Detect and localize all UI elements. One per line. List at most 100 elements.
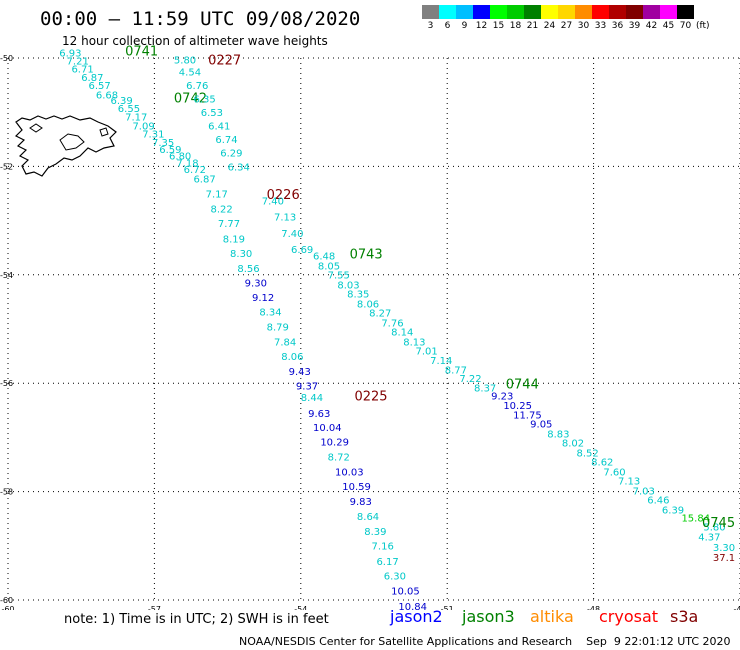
wave-height-value: 6.41 — [208, 122, 230, 133]
longitude-tick-label: -45 — [733, 605, 740, 610]
wave-height-value: 7.76 — [381, 318, 403, 329]
wave-height-value: 8.37 — [474, 383, 496, 394]
wave-height-value: 37.1 — [713, 553, 735, 564]
wave-height-value: 10.03 — [335, 467, 364, 478]
wave-height-value: 7.18 — [176, 158, 198, 169]
legend-swatch — [507, 5, 524, 19]
legend-label: 33 — [594, 21, 607, 31]
satellite-name: jason3 — [462, 607, 515, 626]
wave-height-value: 7.17 — [125, 112, 147, 123]
wave-height-value: 8.34 — [259, 307, 281, 318]
wave-height-value: 7.31 — [142, 130, 164, 141]
credit-line: NOAA/NESDIS Center for Satellite Applica… — [239, 635, 731, 648]
satellite-name: s3a — [670, 607, 699, 626]
legend-label: 36 — [611, 21, 624, 31]
legend-swatch — [439, 5, 456, 19]
wave-height-value: 6.48 — [313, 252, 335, 263]
wave-height-value: 7.21 — [67, 57, 89, 68]
legend-swatch — [660, 5, 677, 19]
wave-height-value: 8.62 — [591, 458, 613, 469]
wave-height-value: 7.60 — [603, 467, 625, 478]
wave-height-value: 9.63 — [308, 409, 330, 420]
wave-height-value: 6.76 — [186, 81, 208, 92]
pass-time-label: 0744 — [506, 378, 539, 393]
wave-height-value: 8.27 — [369, 309, 391, 320]
wave-height-value: 10.04 — [313, 423, 342, 434]
legend-label: 27 — [560, 21, 573, 31]
legend-swatch — [677, 5, 694, 19]
wave-height-value: 6.29 — [220, 149, 242, 160]
longitude-tick-label: -60 — [1, 605, 14, 610]
legend-swatch — [490, 5, 507, 19]
wave-height-value: 8.39 — [364, 527, 386, 538]
wave-height-value: 15.84 — [681, 513, 710, 524]
wave-height-value: 11.75 — [513, 410, 542, 421]
pass-time-label: 0742 — [174, 91, 207, 106]
wave-height-value: 8.05 — [318, 261, 340, 272]
legend-labels: 3 6 9 12 15 18 21 24 27 30 33 36 39 42 45 70 (ft) — [422, 19, 710, 31]
page-title: 00:00 – 11:59 UTC 09/08/2020 — [40, 8, 361, 30]
legend-label: 70 — [679, 21, 692, 31]
legend-swatch — [473, 5, 490, 19]
wave-height-value: 6.34 — [228, 163, 250, 174]
wave-height-value: 6.69 — [291, 245, 313, 256]
legend-swatch — [575, 5, 592, 19]
legend-label: 42 — [645, 21, 658, 31]
latitude-tick-label: -56 — [0, 379, 13, 388]
wave-height-value: 6.74 — [215, 135, 237, 146]
legend-swatch — [456, 5, 473, 19]
wave-height-value: 10.29 — [320, 438, 349, 449]
wave-height-value: 4.54 — [179, 67, 201, 78]
wave-height-value: 6.87 — [193, 175, 215, 186]
wave-height-value: 5.80 — [174, 55, 196, 66]
axis-ticks: -60 -57 -54 -51 -48 -45 -50 -52 -54 -56 -58 -60 — [0, 54, 740, 610]
falkland-islands-coastline — [14, 115, 117, 177]
wave-height-value: 8.06 — [281, 352, 303, 363]
wave-height-value: 7.22 — [459, 374, 481, 385]
wave-height-value: 6.35 — [193, 94, 215, 105]
wave-height-map: -60 -57 -54 -51 -48 -45 -50 -52 -54 -56 -58 -60 6.9… — [0, 44, 740, 610]
footnote: note: 1) Time is in UTC; 2) SWH is in fe… — [64, 612, 329, 627]
wave-height-value: 8.13 — [403, 337, 425, 348]
wave-height-value: 9.12 — [252, 293, 274, 304]
color-legend: 3 6 9 12 15 18 21 24 27 30 33 36 39 42 45 70 (ft) — [422, 5, 710, 31]
wave-height-value: 8.64 — [357, 512, 379, 523]
latitude-tick-label: -60 — [0, 596, 13, 605]
wave-height-value: 7.55 — [328, 271, 350, 282]
page-subtitle: 12 hour collection of altimeter wave hei… — [62, 34, 328, 48]
wave-height-value: 8.77 — [445, 365, 467, 376]
legend-swatch — [524, 5, 541, 19]
wave-height-value: 7.84 — [274, 337, 296, 348]
pass-time-label: 0225 — [354, 390, 387, 405]
pass-time-label: 0741 — [125, 44, 158, 59]
wave-height-value: 6.71 — [71, 65, 93, 76]
legend-label: 45 — [662, 21, 675, 31]
legend-unit: (ft) — [696, 21, 710, 31]
wave-height-value: 4.37 — [698, 532, 720, 543]
legend-label: 3 — [427, 21, 434, 31]
legend-swatch — [558, 5, 575, 19]
wave-height-value: 8.44 — [301, 393, 323, 404]
legend-label: 6 — [444, 21, 451, 31]
wave-height-value: 7.13 — [618, 477, 640, 488]
latitude-tick-label: -50 — [0, 54, 13, 63]
wave-height-value: 7.17 — [206, 189, 228, 200]
legend-label: 18 — [509, 21, 522, 31]
wave-height-value: 6.93 — [59, 48, 81, 59]
pass-time-label: 0745 — [702, 516, 735, 531]
longitude-tick-label: -51 — [441, 605, 454, 610]
legend-swatch — [541, 5, 558, 19]
pass-time-label: 0743 — [350, 248, 383, 263]
wave-height-value: 7.01 — [415, 346, 437, 357]
wave-height-value: 7.40 — [281, 229, 303, 240]
map-grid — [7, 57, 740, 601]
wave-height-value: 7.03 — [633, 486, 655, 497]
pass-time-label: 0226 — [267, 188, 300, 203]
wave-height-value: 6.39 — [110, 96, 132, 107]
wave-height-value: 6.80 — [169, 151, 191, 162]
wave-height-value: 10.05 — [391, 587, 420, 598]
wave-height-value: 8.83 — [547, 429, 569, 440]
wave-height-value: 9.23 — [491, 391, 513, 402]
legend-swatch — [609, 5, 626, 19]
wave-height-value: 3.30 — [713, 543, 735, 554]
